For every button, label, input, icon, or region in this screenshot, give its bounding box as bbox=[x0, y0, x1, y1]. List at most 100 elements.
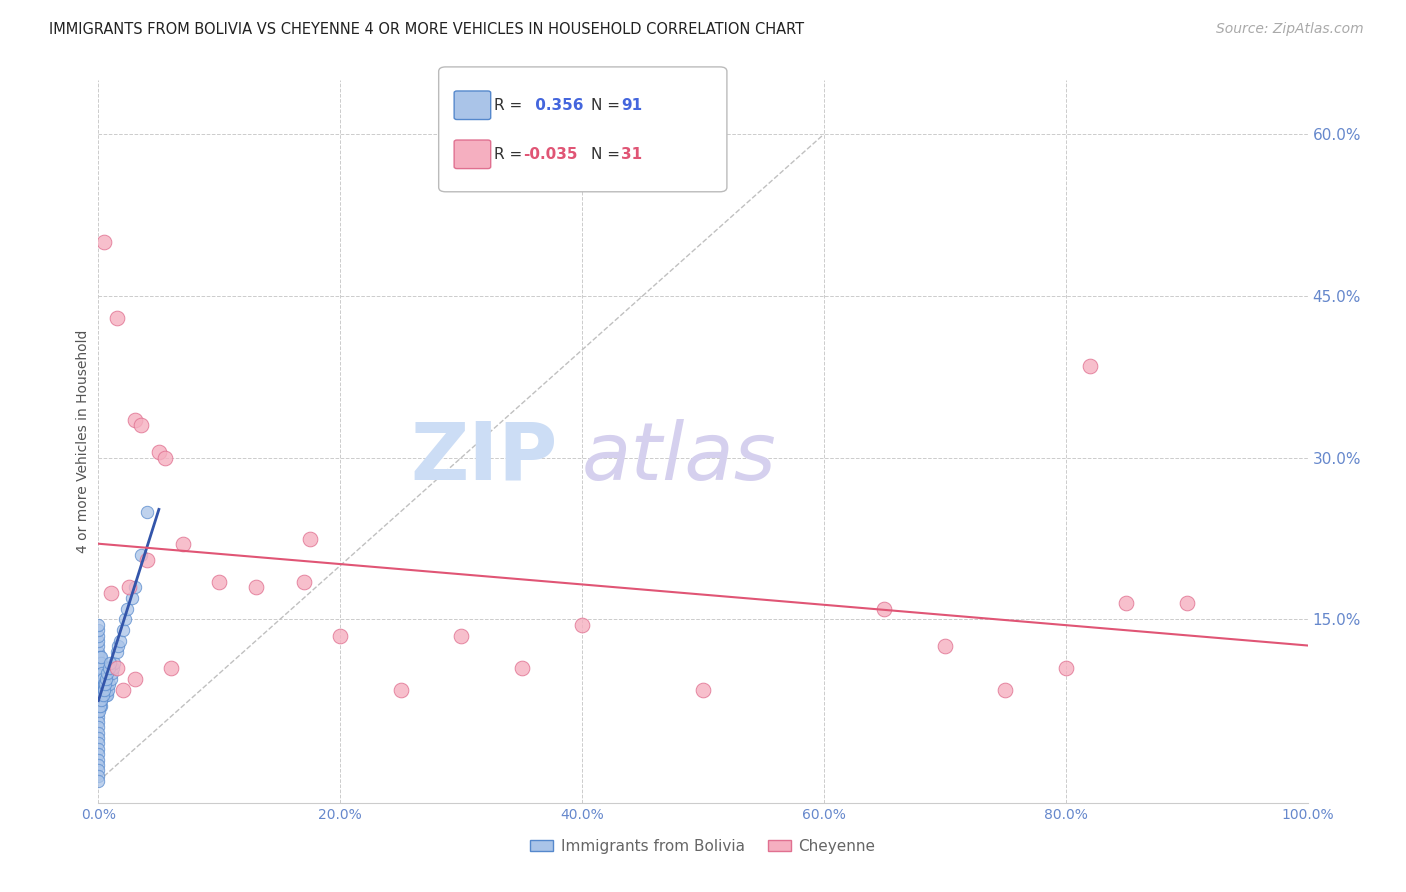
Point bbox=[208, 574, 231, 589]
Text: ZIP: ZIP bbox=[411, 418, 558, 497]
Point bbox=[87, 688, 110, 702]
Point bbox=[105, 661, 128, 675]
Point bbox=[329, 629, 352, 643]
Point bbox=[87, 753, 110, 767]
Point bbox=[135, 553, 157, 567]
Point bbox=[124, 413, 146, 427]
Point bbox=[90, 677, 112, 691]
Point bbox=[299, 532, 322, 546]
Point bbox=[160, 661, 183, 675]
Point bbox=[90, 693, 112, 707]
Point bbox=[93, 682, 115, 697]
Text: 31: 31 bbox=[621, 147, 643, 161]
Point bbox=[91, 672, 114, 686]
Point bbox=[93, 677, 115, 691]
Point bbox=[100, 585, 122, 599]
Point bbox=[87, 661, 110, 675]
Point bbox=[172, 537, 194, 551]
Point bbox=[90, 682, 112, 697]
Point bbox=[934, 640, 956, 654]
Point bbox=[1054, 661, 1077, 675]
Point bbox=[90, 666, 112, 681]
Point bbox=[96, 672, 118, 686]
Point bbox=[87, 737, 110, 751]
Point bbox=[87, 709, 110, 723]
Point bbox=[87, 704, 110, 718]
Point bbox=[87, 624, 110, 638]
Point bbox=[87, 731, 110, 745]
Point bbox=[89, 666, 111, 681]
Point bbox=[87, 666, 110, 681]
Point bbox=[98, 656, 121, 670]
Point bbox=[89, 698, 111, 713]
Point bbox=[510, 661, 533, 675]
Point bbox=[100, 672, 122, 686]
Point bbox=[90, 672, 112, 686]
Point bbox=[108, 634, 131, 648]
Point bbox=[89, 688, 111, 702]
Point bbox=[90, 650, 112, 665]
Point bbox=[90, 688, 112, 702]
Point bbox=[87, 758, 110, 772]
Point bbox=[245, 580, 267, 594]
Point bbox=[100, 666, 122, 681]
Legend: Immigrants from Bolivia, Cheyenne: Immigrants from Bolivia, Cheyenne bbox=[524, 833, 882, 860]
Point bbox=[107, 640, 129, 654]
Point bbox=[148, 445, 170, 459]
Point bbox=[101, 661, 124, 675]
Text: IMMIGRANTS FROM BOLIVIA VS CHEYENNE 4 OR MORE VEHICLES IN HOUSEHOLD CORRELATION : IMMIGRANTS FROM BOLIVIA VS CHEYENNE 4 OR… bbox=[49, 22, 804, 37]
Text: 91: 91 bbox=[621, 98, 643, 112]
Point bbox=[105, 310, 128, 325]
Point bbox=[93, 682, 115, 697]
Point bbox=[87, 677, 110, 691]
Text: R =: R = bbox=[494, 147, 522, 161]
Point bbox=[87, 650, 110, 665]
Point bbox=[1115, 596, 1137, 610]
Point bbox=[91, 672, 114, 686]
Text: -0.035: -0.035 bbox=[523, 147, 578, 161]
Point bbox=[873, 601, 896, 615]
Point bbox=[89, 677, 111, 691]
Point bbox=[89, 661, 111, 675]
Point bbox=[87, 629, 110, 643]
Point bbox=[91, 677, 114, 691]
Point bbox=[129, 418, 152, 433]
Point bbox=[90, 693, 112, 707]
Point bbox=[96, 688, 118, 702]
Point bbox=[117, 601, 139, 615]
Point bbox=[89, 693, 111, 707]
Point bbox=[389, 682, 412, 697]
Point bbox=[121, 591, 143, 605]
Point bbox=[124, 672, 146, 686]
Point bbox=[87, 764, 110, 778]
Text: Source: ZipAtlas.com: Source: ZipAtlas.com bbox=[1216, 22, 1364, 37]
Point bbox=[94, 682, 117, 697]
Point bbox=[87, 693, 110, 707]
Point bbox=[90, 656, 112, 670]
Point bbox=[87, 698, 110, 713]
Point bbox=[91, 688, 114, 702]
Point bbox=[89, 656, 111, 670]
Point bbox=[87, 634, 110, 648]
Point bbox=[129, 548, 152, 562]
Point bbox=[91, 682, 114, 697]
Point bbox=[87, 742, 110, 756]
Point bbox=[94, 688, 117, 702]
Point bbox=[89, 682, 111, 697]
Point bbox=[692, 682, 714, 697]
Point bbox=[89, 698, 111, 713]
Point bbox=[91, 688, 114, 702]
Point bbox=[90, 698, 112, 713]
Point bbox=[89, 650, 111, 665]
Point bbox=[103, 656, 125, 670]
Text: atlas: atlas bbox=[582, 418, 778, 497]
Point bbox=[87, 656, 110, 670]
Point bbox=[87, 720, 110, 734]
Text: N =: N = bbox=[591, 98, 620, 112]
Point bbox=[124, 580, 146, 594]
Text: N =: N = bbox=[591, 147, 620, 161]
Point bbox=[87, 640, 110, 654]
Point bbox=[87, 725, 110, 739]
Point bbox=[97, 682, 120, 697]
Point bbox=[91, 666, 114, 681]
